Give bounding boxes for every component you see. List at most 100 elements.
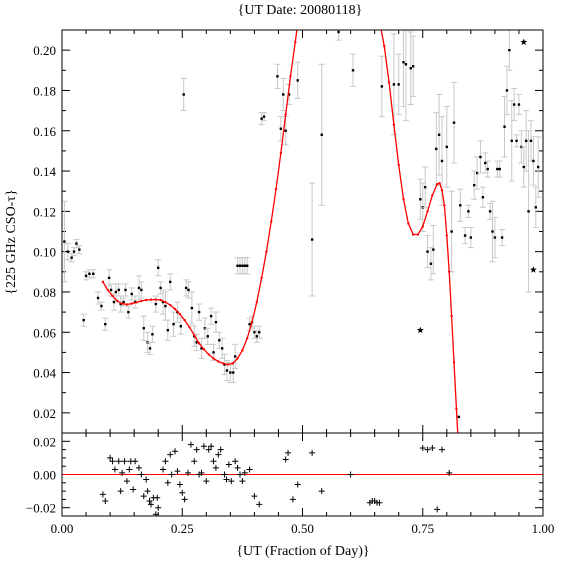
data-point — [510, 139, 513, 143]
data-point — [238, 264, 242, 267]
data-point — [184, 286, 188, 290]
data-point — [517, 103, 521, 106]
data-point — [481, 196, 485, 199]
fit-point — [383, 44, 386, 48]
data-point — [236, 264, 239, 267]
main-plot-panel: 0.02 0.04 0.06 0.08 0.10 0.12 0.14 0.16 0.18 0.20 — [33, 23, 544, 434]
fit-point — [106, 288, 109, 292]
data-point — [488, 210, 492, 213]
fit-point — [255, 300, 259, 304]
residual-point — [239, 478, 246, 485]
data-point — [109, 288, 113, 292]
fit-point — [284, 113, 287, 116]
residual-point — [176, 481, 183, 488]
residual-point — [234, 464, 241, 471]
data-point — [320, 133, 323, 136]
fit-point — [274, 187, 278, 191]
data-point — [63, 240, 66, 243]
fit-point — [411, 233, 415, 236]
y-tick-label: 0.08 — [33, 285, 56, 300]
residual-point — [434, 506, 441, 513]
star-point — [520, 38, 528, 45]
data-point — [78, 248, 81, 251]
data-point — [287, 93, 291, 96]
fit-point — [426, 210, 429, 213]
residual-point — [241, 469, 248, 476]
residual-point — [294, 481, 301, 488]
fit-point — [421, 225, 424, 228]
fit-point — [169, 303, 172, 307]
data-point — [296, 79, 299, 82]
residual-point — [185, 469, 192, 476]
data-point — [75, 242, 78, 245]
data-point — [475, 171, 479, 175]
fit-point — [226, 363, 230, 366]
fit-point — [241, 349, 244, 352]
residual-point — [198, 469, 205, 476]
data-point — [432, 248, 435, 251]
data-point — [72, 250, 76, 253]
data-point — [500, 236, 504, 239]
data-point — [505, 89, 509, 92]
data-point — [233, 355, 237, 358]
fit-point — [130, 302, 133, 305]
residual-point — [167, 451, 174, 458]
data-point — [229, 371, 232, 374]
residual-point — [154, 494, 161, 501]
data-point — [409, 67, 412, 70]
data-point — [532, 159, 535, 163]
residual-point — [121, 458, 128, 465]
plot-frame — [61, 432, 544, 517]
fit-point — [260, 276, 263, 280]
data-point — [209, 314, 213, 318]
data-point — [169, 280, 172, 284]
fit-point — [188, 326, 191, 329]
data-point — [154, 302, 157, 306]
data-point — [440, 159, 444, 163]
plot-area — [62, 441, 543, 516]
residual-point — [117, 488, 124, 495]
residual-point — [109, 458, 116, 465]
x-axis-label: {UT (Fraction of Day)} — [236, 544, 369, 559]
residual-plot-panel: −0.02 0.00 0.02 0.00 0.25 0.50 0.75 1.00 — [26, 432, 554, 536]
residual-point — [146, 498, 153, 505]
fit-point — [231, 362, 234, 365]
data-point — [220, 347, 224, 350]
residual-point — [256, 501, 263, 508]
data-point — [88, 272, 91, 276]
data-point — [157, 266, 160, 269]
residual-point — [144, 488, 151, 495]
data-point — [117, 288, 120, 292]
data-point — [212, 351, 215, 354]
data-point — [260, 117, 263, 120]
residual-point — [138, 471, 145, 478]
data-point — [133, 300, 137, 304]
residual-point — [130, 486, 137, 493]
residual-point — [318, 488, 325, 495]
fit-point — [296, 23, 298, 25]
data-point — [469, 236, 473, 239]
data-point — [534, 206, 537, 209]
data-point — [524, 139, 528, 143]
fit-point — [159, 298, 162, 302]
data-point — [536, 165, 540, 169]
residual-point — [126, 466, 133, 473]
data-point — [253, 331, 256, 334]
data-point — [179, 325, 183, 328]
residual-point — [135, 464, 142, 471]
data-point — [445, 145, 448, 149]
y-tick-label: 0.02 — [33, 434, 56, 449]
residual-point — [147, 501, 154, 508]
residual-point — [223, 476, 230, 483]
y-axis-label: {225 GHz CSO-τ} — [4, 189, 19, 294]
data-point — [164, 304, 167, 308]
fit-point — [431, 194, 434, 197]
data-point — [232, 371, 235, 374]
fit-point — [416, 233, 420, 236]
residual-point — [111, 466, 118, 473]
data-point — [484, 161, 487, 165]
data-point — [473, 183, 476, 187]
data-point — [119, 302, 122, 306]
fit-point — [438, 181, 441, 185]
data-point — [450, 230, 453, 233]
